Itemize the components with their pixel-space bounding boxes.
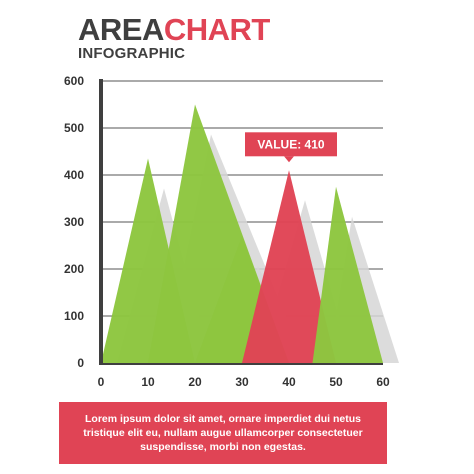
title-part-chart: CHART bbox=[163, 12, 271, 47]
area-peak-4 bbox=[242, 170, 336, 363]
x-tick-label-10: 10 bbox=[141, 375, 155, 389]
area-chart: 0 100 200 300 400 500 600 0 10 20 30 40 50 60 VALUE: 4… bbox=[64, 74, 399, 389]
y-tick-label-300: 300 bbox=[64, 215, 84, 229]
x-tick-label-0: 0 bbox=[98, 375, 105, 389]
description-box: Lorem ipsum dolor sit amet, ornare imper… bbox=[59, 402, 387, 464]
x-tick-label-40: 40 bbox=[282, 375, 296, 389]
y-tick-label-100: 100 bbox=[64, 309, 84, 323]
title-part-area: AREA bbox=[78, 12, 164, 47]
x-tick-label-20: 20 bbox=[188, 375, 202, 389]
value-callout-pointer bbox=[284, 156, 294, 163]
value-callout-box bbox=[245, 132, 337, 157]
x-tick-label-50: 50 bbox=[329, 375, 343, 389]
title-main: AREACHART bbox=[78, 14, 270, 46]
value-callout-text: VALUE: 410 bbox=[257, 137, 324, 151]
y-tick-label-400: 400 bbox=[64, 168, 84, 182]
x-tick-label-60: 60 bbox=[376, 375, 390, 389]
y-tick-label-0: 0 bbox=[77, 356, 84, 370]
description-text: Lorem ipsum dolor sit amet, ornare imper… bbox=[83, 413, 363, 453]
y-tick-label-200: 200 bbox=[64, 262, 84, 276]
y-tick-label-600: 600 bbox=[64, 74, 84, 88]
area-peak-5 bbox=[312, 186, 383, 363]
x-tick-label-30: 30 bbox=[235, 375, 249, 389]
y-tick-label-500: 500 bbox=[64, 121, 84, 135]
chart-subtitle: INFOGRAPHIC bbox=[78, 45, 186, 62]
chart-title: AREACHART INFOGRAPHIC bbox=[78, 14, 270, 63]
